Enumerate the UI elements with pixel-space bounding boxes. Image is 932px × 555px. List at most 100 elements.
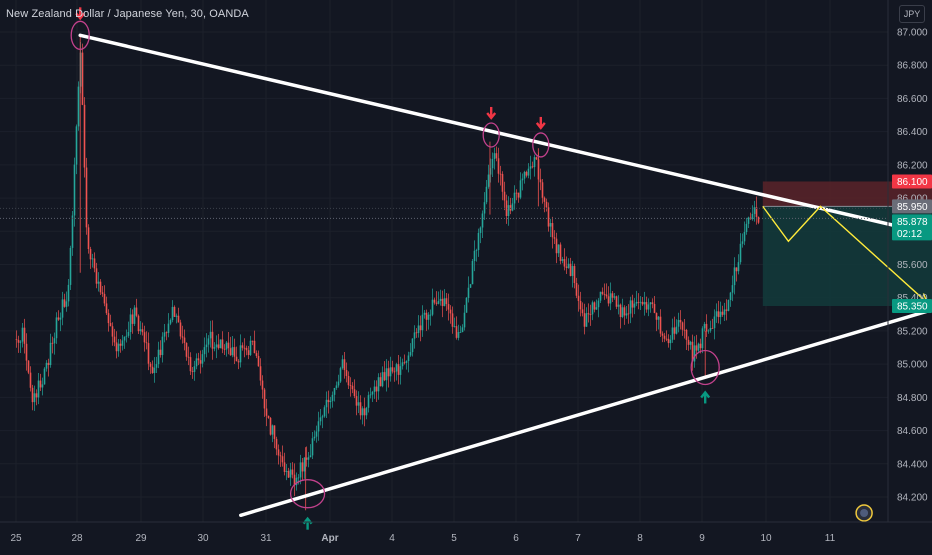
candle [329, 396, 332, 409]
candle [77, 81, 80, 131]
candle [37, 372, 40, 405]
symbol-title[interactable]: New Zealand Dollar / Japanese Yen, 30, O… [6, 8, 249, 20]
candle [453, 317, 456, 328]
candle [563, 248, 566, 271]
candle [123, 336, 126, 349]
candle [553, 230, 556, 244]
candle [601, 287, 604, 296]
candle [373, 380, 376, 399]
candle [151, 360, 154, 374]
y-tick-label: 86.600 [897, 94, 928, 105]
candle [39, 373, 42, 392]
candle [481, 210, 484, 238]
y-tick-label: 85.600 [897, 260, 928, 271]
candle [169, 318, 172, 326]
candle [51, 336, 54, 354]
candle [647, 298, 650, 317]
candle [415, 328, 418, 338]
time-axis[interactable]: 25 28 29 30 31 Apr 4 5 6 7 8 9 10 11 [0, 521, 932, 544]
candle [403, 354, 406, 365]
candle [513, 185, 516, 210]
candle [65, 291, 68, 312]
candle [457, 324, 460, 341]
candle [149, 362, 152, 374]
candle [705, 314, 708, 337]
candle [351, 382, 354, 394]
candle [627, 304, 630, 324]
candle [195, 353, 198, 370]
candle [637, 293, 640, 310]
candle [439, 289, 442, 306]
candle [701, 326, 704, 354]
candle [265, 399, 268, 427]
y-tick-label: 87.000 [897, 28, 928, 39]
candle [571, 260, 574, 288]
x-tick-label: 6 [513, 533, 519, 544]
y-tick-label: 86.400 [897, 127, 928, 138]
currency-button[interactable]: JPY [899, 5, 925, 23]
candle [409, 343, 412, 357]
candle [665, 330, 668, 342]
swing-high-circle [532, 132, 550, 158]
candle [95, 262, 98, 289]
candle [187, 346, 190, 366]
candle [345, 362, 348, 383]
candle [455, 316, 458, 340]
candle [577, 284, 580, 312]
candle [405, 360, 408, 370]
candle [407, 351, 410, 373]
candle [385, 359, 388, 392]
candle [105, 296, 108, 315]
candle [687, 336, 690, 351]
candle [55, 312, 58, 344]
candle [153, 357, 156, 383]
candle [155, 356, 158, 374]
candle [209, 320, 212, 348]
down-arrow-icon [486, 106, 497, 120]
price-label-text: 86.100 [897, 177, 928, 188]
candle [349, 377, 352, 397]
candle [319, 409, 322, 426]
candle [507, 196, 510, 226]
candle [29, 366, 32, 392]
y-tick-label: 85.200 [897, 326, 928, 337]
candle [371, 390, 374, 403]
candle [235, 346, 238, 362]
y-tick-label: 84.200 [897, 493, 928, 504]
candle [573, 263, 576, 289]
candle [249, 335, 252, 356]
candle [519, 172, 522, 200]
candle [179, 319, 182, 340]
candle [299, 454, 302, 485]
candle [417, 315, 420, 338]
candle [111, 322, 114, 346]
candle [381, 366, 384, 388]
candle [535, 156, 538, 161]
candle [725, 299, 728, 321]
candle [147, 332, 150, 371]
candle [579, 291, 582, 317]
candle [533, 154, 536, 177]
down-arrow-icon [535, 116, 546, 130]
candle [431, 288, 434, 317]
candle [63, 293, 66, 308]
x-tick-label: 7 [575, 533, 581, 544]
candle [81, 43, 84, 106]
candle [271, 424, 274, 443]
candle [395, 362, 398, 381]
candle [291, 462, 294, 479]
support-trendline [239, 307, 932, 518]
candle [653, 295, 656, 314]
drawings[interactable] [78, 33, 932, 518]
candle [671, 318, 674, 343]
candle [527, 163, 530, 179]
candle [205, 333, 208, 358]
candle [501, 171, 504, 201]
candle [253, 330, 256, 354]
candle [589, 304, 592, 326]
candle [741, 233, 744, 248]
candle [441, 290, 444, 318]
candle [599, 291, 602, 303]
